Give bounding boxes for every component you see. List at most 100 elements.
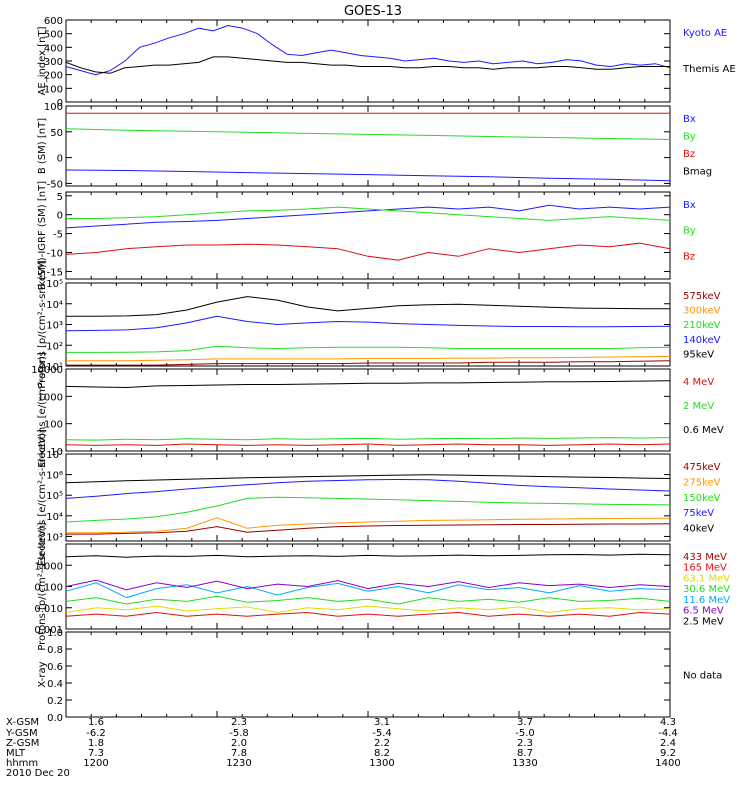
y-tick-label: 0.0 [47,713,63,724]
ephemeris-row-label: Z-GSM [6,738,39,749]
series-line [65,579,671,591]
legend-label: 75keV [683,508,714,519]
series-line [65,553,671,558]
series-line [65,474,671,484]
y-tick-label: -10 [47,249,63,260]
y-tick-label: 0.6 [47,662,63,673]
ephemeris-row-label: hhmm [6,758,38,769]
no-data-label: No data [683,671,722,682]
ephemeris-value: 2.3 [517,738,533,749]
y-tick-label: 1.000 [34,561,63,572]
legend-label: By [683,132,696,143]
ephemeris-row-label: Y-GSM [5,728,38,739]
legend-label: Bx [683,114,696,125]
legend-label: 63.1 MeV [683,573,730,584]
series-line [66,296,670,317]
y-tick-label: 400 [44,43,63,54]
ephemeris-value: 7.8 [231,748,247,759]
ephemeris-value: 8.2 [374,748,390,759]
y-tick-label: 0 [57,154,63,165]
y-tick-label: 300 [44,57,63,68]
legend-label: 11.6 MeV [683,595,730,606]
series-line [66,517,671,534]
y-tick-label: 50 [50,128,63,139]
legend-label: 575keV [683,291,721,302]
y-tick-label: 10⁴ [46,300,63,311]
y-tick-label: 200 [44,71,63,82]
y-tick-label: 0 [57,98,63,109]
y-tick-label: 10⁷ [46,450,63,461]
legend-label: 433 MeV [683,552,727,563]
y-axis-label: Protons [p/(cm²-s-sr-keV)] [37,260,48,388]
legend-label: 210keV [683,320,721,331]
y-axis-label: AE_index [nT] [37,26,48,95]
y-tick-label: 100 [44,84,63,95]
series-line [65,611,671,617]
series-line [65,380,671,389]
legend-label: 150keV [683,493,721,504]
legend-label: Kyoto AE [683,28,727,39]
y-axis-label: Protons [p/(cm²-s-sr-keV)] [37,522,48,650]
series-line [65,443,671,446]
legend-label: 140keV [683,335,721,346]
y-tick-label: 10000 [31,365,63,376]
y-tick-label: 100 [44,102,63,113]
y-axis-label: B (SM)-IGRF (SM) [nT] [37,181,48,290]
series-line [66,355,671,362]
y-tick-label: 1.0 [47,628,63,639]
ephemeris-date: 2010 Dec 20 [6,768,70,779]
y-tick-label: 10⁶ [46,471,63,482]
y-tick-label: 0.010 [34,604,63,615]
legend-label: 475keV [683,462,721,473]
panel-frame [65,453,671,542]
legend-label: By [683,226,696,237]
y-tick-label: 500 [44,30,63,41]
series-line [66,206,671,221]
panel-frame [65,631,671,718]
y-tick-label: -15 [47,267,63,278]
y-tick-label: 10⁵ [46,279,63,290]
legend-label: 2 MeV [683,401,714,412]
series-line [65,315,671,332]
ephemeris-value: 1200 [83,758,108,769]
legend-label: Bmag [683,167,712,178]
legend-label: 40keV [683,524,714,535]
ephemeris-value: 1.6 [88,717,104,728]
panel-frame [65,282,671,367]
y-axis-label: X-ray [37,661,48,687]
y-tick-label: 600 [44,16,63,27]
chart-title: GOES-13 [344,4,402,19]
ephemeris-value: -4.4 [658,728,678,739]
legend-label: Bx [683,200,696,211]
series-line [65,582,671,599]
panel-frame [65,543,671,630]
series-line [65,56,670,74]
ephemeris-table: X-GSM 1.6 2.3 3.1 3.7 4.3 Y-GSM -6.2 -5.8 -5.4 -5.… [5,717,681,779]
series-line [65,595,671,605]
series-line [65,242,671,261]
panel-frame [65,105,671,187]
ephemeris-value: -5.8 [229,728,249,739]
y-tick-label: 10² [46,341,63,352]
panel-2: -50 0 50 100 B (SM) [nT] Bx By Bz Bmag [37,102,712,190]
series-line [65,437,671,441]
y-tick-label: 0.001 [34,625,63,636]
y-axis-label: Electrons [e/(cm²-s-sr-keV)] [37,429,48,566]
series-line [65,605,671,614]
ephemeris-value: 1.8 [88,738,104,749]
legend-label: 275keV [683,477,721,488]
series-line [66,360,671,366]
legend-label: Bz [683,149,695,160]
ephemeris-row-label: X-GSM [6,717,39,728]
ephemeris-value: 7.3 [88,748,104,759]
y-tick-label: 0 [57,211,63,222]
y-tick-label: 0.100 [34,583,63,594]
ephemeris-value: 4.3 [660,717,676,728]
legend-label: 165 MeV [683,563,727,574]
y-tick-label: 10¹ [46,362,63,373]
